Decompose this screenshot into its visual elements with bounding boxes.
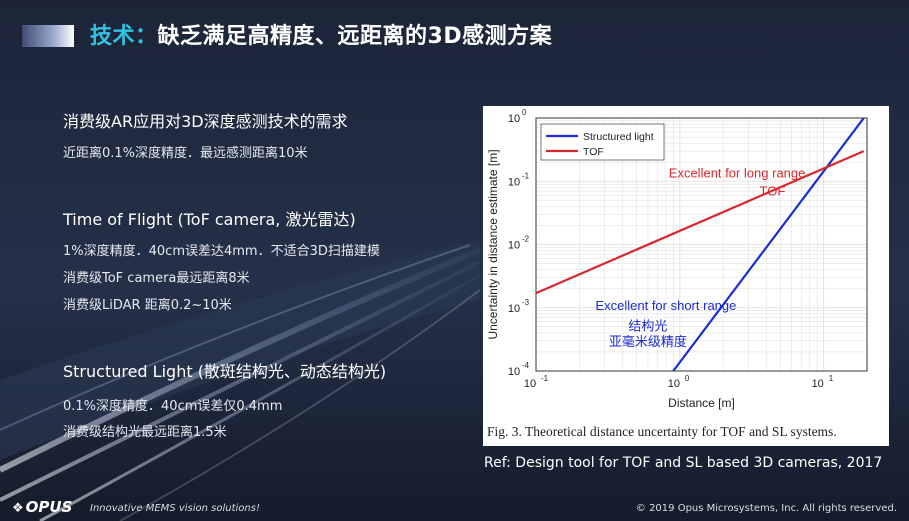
y-tick-label: 10 [508, 113, 520, 125]
legend-label: TOF [583, 146, 604, 158]
page-title-accent: 技术： [90, 24, 158, 49]
y-tick-label: 10 [508, 176, 520, 188]
chart-annotation: Excellent for short range [595, 298, 736, 313]
figure-caption: Fig. 3. Theoretical distance uncertainty… [487, 424, 837, 439]
footer-tagline: Innovative MEMS vision solutions! [90, 503, 260, 514]
legend-box [540, 123, 665, 161]
chart-annotation: 结构光 [628, 318, 667, 333]
x-tick-label: 10 [668, 378, 680, 390]
opus-logo-icon: ❖ [12, 501, 24, 516]
section-title-tof: Time of Flight (ToF camera, 激光雷达) [63, 210, 356, 229]
y-tick-exponent: -1 [522, 171, 530, 180]
x-tick-label: 10 [812, 378, 824, 390]
y-tick-exponent: 0 [522, 108, 527, 117]
page-title-text: 缺乏满足高精度、远距离的3D感测方案 [157, 24, 553, 49]
title-decoration-bar [22, 25, 74, 47]
section-line: 0.1%深度精度．40cm误差仅0.4mm [63, 399, 283, 414]
section-line: 消费级结构光最远距离1.5米 [63, 425, 227, 440]
figure-panel: 10 -1 10 0 10 1 10 0 10 -1 10 -2 10 -3 10 -4 Distance [m… [483, 106, 889, 446]
chart-annotation: TOF [760, 183, 786, 198]
section-line: 消费级ToF camera最远距离8米 [63, 271, 250, 286]
section-title-requirements: 消费级AR应用对3D深度感测技术的需求 [63, 112, 348, 131]
y-tick-exponent: -3 [522, 298, 530, 307]
y-tick-label: 10 [508, 240, 520, 252]
reference-note: Ref: Design tool for TOF and SL based 3D… [484, 455, 883, 471]
y-tick-exponent: -2 [522, 235, 530, 244]
series-tof-line [535, 150, 865, 295]
y-tick-exponent: -4 [522, 361, 530, 370]
logo-text: OPUS [25, 498, 73, 516]
x-axis-label: Distance [m] [668, 396, 735, 410]
section-line: 1%深度精度．40cm误差达4mm．不适合3D扫描建模 [63, 244, 380, 259]
plot-frame [535, 117, 868, 372]
y-axis-label: Uncertainty in distance estimate [m] [486, 149, 500, 339]
footer-copyright: © 2019 Opus Microsystems, Inc. All right… [635, 503, 897, 514]
legend-label: Structured light [583, 131, 654, 143]
y-tick-label: 10 [508, 366, 520, 378]
section-line: 消费级LiDAR 距离0.2~10米 [63, 298, 232, 313]
x-tick-exponent: -1 [541, 374, 549, 383]
x-tick-exponent: 0 [685, 374, 690, 383]
page-title: 技术：缺乏满足高精度、远距离的3D感测方案 [90, 18, 552, 50]
section-line: 近距离0.1%深度精度．最远感测距离10米 [63, 146, 308, 161]
section-title-structured-light: Structured Light (散斑结构光、动态结构光) [63, 362, 387, 381]
series-structured-light-line [672, 117, 865, 372]
x-tick-exponent: 1 [829, 374, 834, 383]
footer-logo: ❖ OPUS [12, 498, 72, 516]
chart-annotation: 亚毫米级精度 [609, 334, 687, 349]
x-tick-label: 10 [524, 378, 536, 390]
y-tick-label: 10 [508, 303, 520, 315]
chart-annotation: Excellent for long range [669, 165, 806, 180]
